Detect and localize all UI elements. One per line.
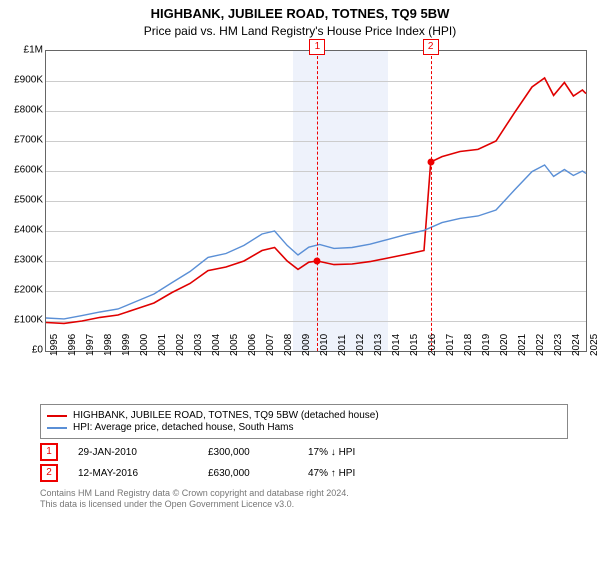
sale-row: 1 29-JAN-2010 £300,000 17% ↓ HPI — [40, 443, 590, 461]
x-tick-label: 2006 — [247, 334, 258, 356]
x-tick-label: 2020 — [499, 334, 510, 356]
sale-marker: 1 — [40, 443, 58, 461]
y-tick-label: £900K — [14, 75, 43, 86]
x-tick-label: 2003 — [193, 334, 204, 356]
sale-dot — [314, 258, 321, 265]
x-tick-label: 1999 — [121, 334, 132, 356]
sale-date: 29-JAN-2010 — [78, 447, 188, 458]
sale-price: £300,000 — [208, 447, 288, 458]
x-tick-label: 2007 — [265, 334, 276, 356]
y-tick-label: £600K — [14, 165, 43, 176]
legend-swatch — [47, 415, 67, 417]
legend-label: HIGHBANK, JUBILEE ROAD, TOTNES, TQ9 5BW … — [73, 410, 379, 421]
legend-swatch — [47, 427, 67, 429]
y-tick-label: £200K — [14, 285, 43, 296]
x-tick-label: 2015 — [409, 334, 420, 356]
x-tick-label: 2014 — [391, 334, 402, 356]
x-tick-label: 2008 — [283, 334, 294, 356]
x-tick-label: 2017 — [445, 334, 456, 356]
x-tick-label: 2023 — [553, 334, 564, 356]
x-tick-label: 1998 — [103, 334, 114, 356]
y-tick-label: £800K — [14, 105, 43, 116]
x-tick-label: 2025 — [589, 334, 600, 356]
sale-marker-box: 2 — [423, 39, 439, 55]
y-tick-label: £700K — [14, 135, 43, 146]
sale-row: 2 12-MAY-2016 £630,000 47% ↑ HPI — [40, 464, 590, 482]
sale-marker-line — [431, 51, 432, 351]
legend-row: HPI: Average price, detached house, Sout… — [47, 422, 561, 433]
sale-date: 12-MAY-2016 — [78, 468, 188, 479]
x-tick-label: 2010 — [319, 334, 330, 356]
x-tick-label: 2005 — [229, 334, 240, 356]
x-tick-label: 2011 — [337, 334, 348, 356]
chart-subtitle: Price paid vs. HM Land Registry's House … — [0, 24, 600, 38]
line-svg — [46, 51, 586, 351]
y-tick-label: £100K — [14, 315, 43, 326]
x-tick-label: 2019 — [481, 334, 492, 356]
chart-area: 12 £0£100K£200K£300K£400K£500K£600K£700K… — [5, 42, 595, 402]
sale-diff: 17% ↓ HPI — [308, 447, 388, 458]
x-tick-label: 2024 — [571, 334, 582, 356]
x-tick-label: 1995 — [49, 334, 60, 356]
footnote-line: Contains HM Land Registry data © Crown c… — [40, 488, 590, 499]
y-tick-label: £300K — [14, 255, 43, 266]
sale-marker-line — [317, 51, 318, 351]
x-tick-label: 2009 — [301, 334, 312, 356]
x-tick-label: 2016 — [427, 334, 438, 356]
y-tick-label: £1M — [24, 45, 43, 56]
legend-label: HPI: Average price, detached house, Sout… — [73, 422, 294, 433]
x-tick-label: 2013 — [373, 334, 384, 356]
sale-marker: 2 — [40, 464, 58, 482]
footnote: Contains HM Land Registry data © Crown c… — [40, 488, 590, 511]
y-tick-label: £0 — [32, 345, 43, 356]
x-tick-label: 1996 — [67, 334, 78, 356]
x-tick-label: 1997 — [85, 334, 96, 356]
footnote-line: This data is licensed under the Open Gov… — [40, 499, 590, 510]
y-tick-label: £500K — [14, 195, 43, 206]
sale-diff: 47% ↑ HPI — [308, 468, 388, 479]
sale-dot — [427, 159, 434, 166]
x-tick-label: 2021 — [517, 334, 528, 356]
x-tick-label: 2001 — [157, 334, 168, 356]
sale-marker-box: 1 — [309, 39, 325, 55]
x-tick-label: 2000 — [139, 334, 150, 356]
x-tick-label: 2022 — [535, 334, 546, 356]
y-tick-label: £400K — [14, 225, 43, 236]
plot: 12 — [45, 50, 587, 352]
chart-title: HIGHBANK, JUBILEE ROAD, TOTNES, TQ9 5BW — [0, 6, 600, 21]
x-tick-label: 2012 — [355, 334, 366, 356]
sale-price: £630,000 — [208, 468, 288, 479]
x-tick-label: 2004 — [211, 334, 222, 356]
legend: HIGHBANK, JUBILEE ROAD, TOTNES, TQ9 5BW … — [40, 404, 568, 439]
x-tick-label: 2018 — [463, 334, 474, 356]
legend-row: HIGHBANK, JUBILEE ROAD, TOTNES, TQ9 5BW … — [47, 410, 561, 421]
sales-table: 1 29-JAN-2010 £300,000 17% ↓ HPI 2 12-MA… — [40, 443, 590, 482]
x-tick-label: 2002 — [175, 334, 186, 356]
series-hpi — [46, 165, 586, 319]
